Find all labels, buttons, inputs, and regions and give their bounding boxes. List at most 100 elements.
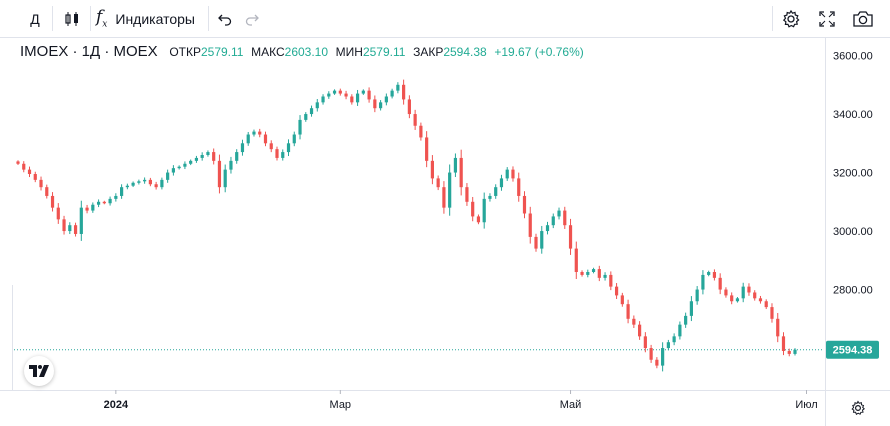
candle [453,153,458,178]
candle-body [407,99,411,115]
candle [120,184,124,199]
candle-body [355,93,360,103]
candle-body [309,108,314,115]
candle [586,269,590,278]
undo-button[interactable] [213,0,237,37]
candle-body [223,169,227,188]
toolbar-divider [208,6,209,31]
candle [62,215,66,235]
candle-body [379,102,383,109]
candle-body [781,336,786,351]
candle-body [402,84,406,100]
open-label: ОТКР [169,45,201,59]
candle-body [120,187,124,196]
candle-body [684,315,688,325]
snapshot-button[interactable] [848,0,878,37]
candle [275,146,279,161]
candle [603,272,607,281]
candle-body [315,102,319,109]
candle [753,290,757,301]
candle-body [758,298,763,302]
candle [747,283,751,296]
camera-icon [853,10,873,27]
candle-body [563,210,567,226]
candle [96,199,101,208]
left-scroll-handle[interactable] [0,285,13,390]
tradingview-logo[interactable] [24,356,54,386]
toolbar-divider [772,6,773,31]
candle [620,292,624,307]
candle [171,165,175,176]
candle-body [217,160,222,188]
candle [563,206,567,229]
candle [534,233,538,252]
candle-body [212,152,216,161]
candle [206,150,210,157]
redo-button[interactable] [240,0,264,37]
settings-button[interactable] [777,0,805,37]
candle [499,174,504,191]
chart-type-button[interactable] [58,0,86,37]
candle-body [252,131,256,135]
candle [540,225,544,254]
candle [56,203,60,224]
high-label: МАКС [251,45,285,59]
candle-body [102,201,106,204]
indicators-button[interactable]: fx Индикаторы [96,0,208,37]
price-axis[interactable] [825,38,890,390]
candle-body [603,274,607,278]
candle-body [166,172,170,180]
axis-settings-button[interactable] [825,390,890,426]
candle [309,105,314,117]
candle-body [73,225,78,234]
candle [626,299,630,324]
fullscreen-button[interactable] [813,0,841,37]
candle [574,241,578,280]
candle [143,177,147,184]
candle-body [517,178,521,196]
toolbar-divider [52,6,53,31]
candle [240,139,245,156]
candle [724,287,728,298]
time-axis[interactable] [0,390,825,426]
redo-icon [245,14,259,26]
candle-body [528,213,532,237]
candle-body [200,155,204,158]
candle [430,155,434,185]
candle-body [56,207,60,220]
candle-body [286,143,291,153]
candle-body [68,225,72,232]
candle-body [701,274,705,290]
candle [327,91,331,99]
candle-body [718,277,722,290]
candle [332,89,337,95]
candle-body [235,152,239,161]
candle [730,292,734,305]
candle-body [350,96,354,103]
candle-body [263,134,268,144]
candle [476,214,481,225]
candle [189,159,193,166]
candle-body [678,324,682,337]
candle [793,348,797,356]
candle [482,192,486,229]
candle-body [125,185,129,188]
candle-body [22,163,26,170]
candle-body [453,157,458,173]
candle [402,79,406,105]
candle-body [465,187,469,202]
candle [770,303,774,323]
candle-body [568,225,573,249]
candle-body [661,348,665,366]
candle-body [194,157,199,161]
candle [252,129,256,137]
candle [718,273,722,295]
close-label: ЗАКР [413,45,444,59]
interval-button[interactable]: Д [20,0,50,37]
candle-body [488,195,492,199]
toolbar-divider [90,6,91,31]
candle-body [770,307,774,319]
candle-body [85,207,89,211]
candle-body [143,179,147,182]
